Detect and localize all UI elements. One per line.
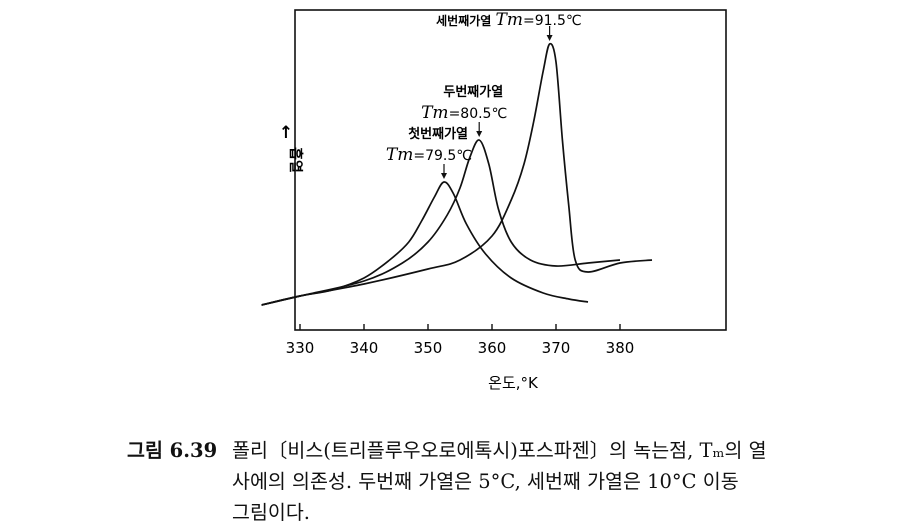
annotation-name: 두번째가열	[443, 84, 503, 100]
peak-arrowhead	[476, 131, 483, 137]
tm-value: =80.5℃	[449, 106, 508, 122]
peak-arrowhead	[546, 35, 553, 41]
caption-line-1: 폴리〔비스(트리플루우오로에톡시)포스파젠〕의 녹는점, Tₘ의 열	[232, 439, 767, 462]
heating-curve-3	[261, 42, 653, 306]
x-tick-label: 350	[414, 339, 443, 357]
x-tick-label: 370	[542, 339, 571, 357]
peak-annotation: 두번째가열 Tm=80.5℃	[421, 84, 507, 137]
caption-label: 그림 6.39	[127, 439, 218, 462]
tm-symbol: Tm	[421, 103, 448, 123]
heating-curve-2	[261, 139, 621, 306]
x-tick-label: 340	[350, 339, 379, 357]
x-axis-ticks: 330 340 350 360 370 380	[286, 324, 635, 357]
caption-line-2: 사에의 의존성. 두번째 가열은 5°C, 세번째 가열은 10°C 이동	[232, 470, 739, 493]
peak-annotation: 첫번째가열 Tm=79.5℃	[386, 126, 472, 179]
peak-arrowhead	[441, 173, 447, 179]
peak-annotation: 세번째가열 Tm=91.5℃	[436, 10, 582, 41]
tm-value: =91.5℃	[523, 13, 582, 29]
tm-symbol: Tm	[496, 10, 523, 30]
heating-curve-1	[261, 181, 589, 306]
y-axis-title: 흡열	[287, 147, 304, 173]
annotation-name: 첫번째가열	[408, 126, 468, 142]
x-tick-label: 360	[478, 339, 507, 357]
tm-value: =79.5℃	[413, 148, 472, 164]
tm-symbol: Tm	[386, 145, 413, 165]
annotation-tm: Tm=80.5℃	[421, 103, 507, 123]
x-axis-title: 온도,°K	[488, 374, 539, 392]
x-tick-label: 330	[286, 339, 315, 357]
annotation-line: 세번째가열 Tm=91.5℃	[436, 10, 581, 30]
plot-frame	[294, 9, 727, 331]
x-tick-label: 380	[606, 339, 635, 357]
caption-line-3: 그림이다.	[232, 501, 310, 524]
annotation-name: 세번째가열	[436, 13, 495, 28]
annotation-tm: Tm=79.5℃	[386, 145, 472, 165]
y-axis-arrow: ↑	[279, 123, 293, 143]
melting-point-chart: 330 340 350 360 370 380 세번째가열 Tm=91.5℃두번째가열Tm…	[261, 9, 727, 392]
endotherm-curves	[261, 42, 653, 306]
